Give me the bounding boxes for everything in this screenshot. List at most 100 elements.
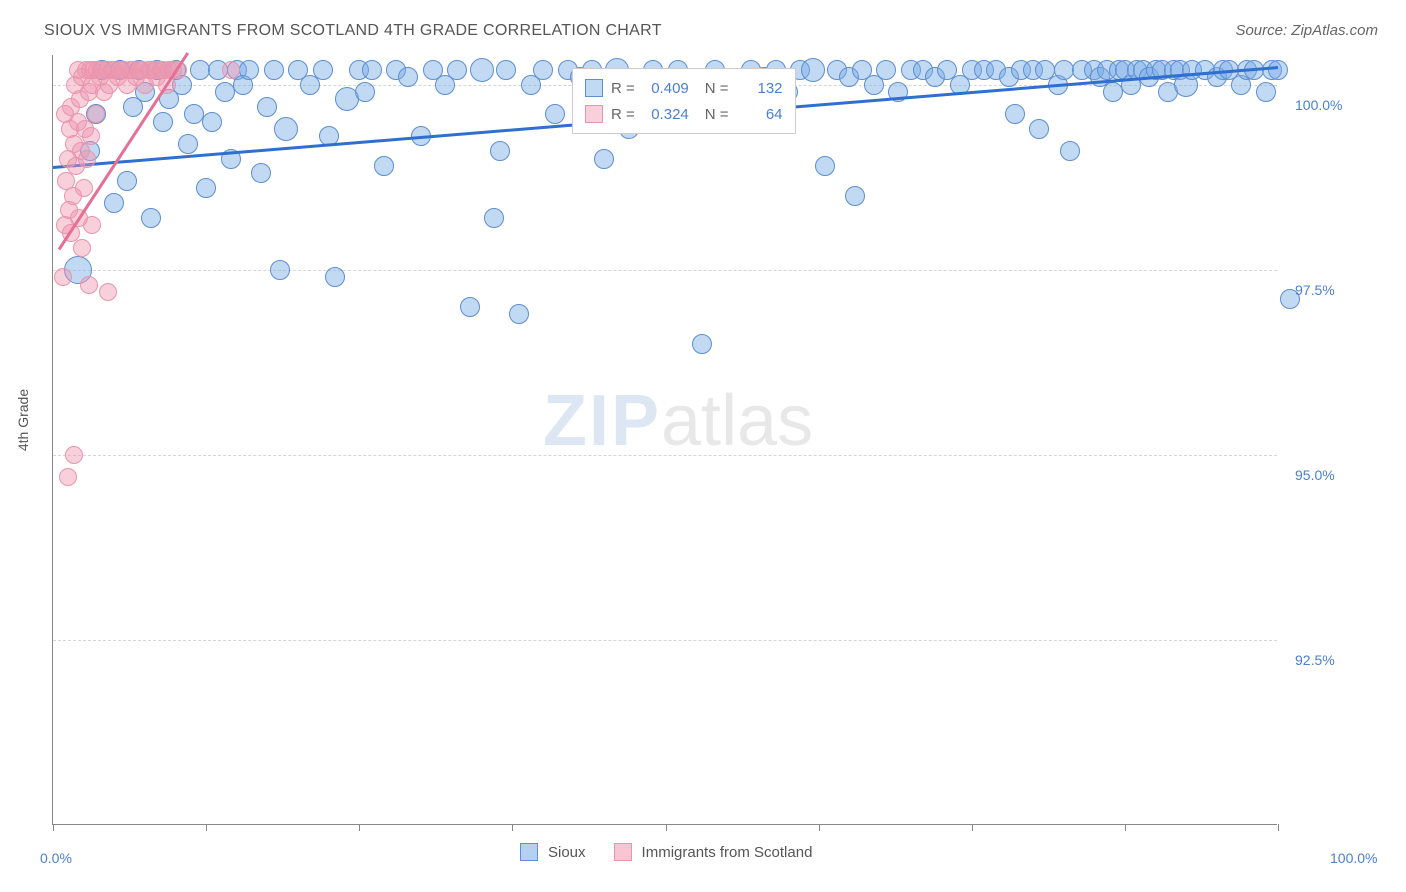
source-label: Source: ZipAtlas.com (1235, 22, 1378, 39)
point-sioux (1103, 82, 1123, 102)
point-sioux (141, 208, 161, 228)
point-sioux (239, 60, 259, 80)
legend-label: Immigrants from Scotland (642, 844, 813, 861)
legend-label: Sioux (548, 844, 586, 861)
point-sioux (1029, 119, 1049, 139)
x-tick-mark (972, 824, 973, 831)
point-sioux (355, 82, 375, 102)
x-tick-mark (666, 824, 667, 831)
stats-box: R = 0.409 N = 132 R = 0.324 N = 64 (572, 68, 796, 134)
point-sioux (215, 82, 235, 102)
legend-swatch (614, 843, 632, 861)
stats-row: R = 0.409 N = 132 (585, 75, 783, 101)
stats-swatch (585, 79, 603, 97)
point-sioux (313, 60, 333, 80)
point-sioux (1268, 60, 1288, 80)
point-sioux (594, 149, 614, 169)
x-tick-mark (53, 824, 54, 831)
point-scotland (54, 268, 72, 286)
point-scotland (87, 105, 105, 123)
point-sioux (153, 112, 173, 132)
point-sioux (801, 58, 825, 82)
point-sioux (470, 58, 494, 82)
point-sioux (509, 304, 529, 324)
x-axis-min-label: 0.0% (40, 850, 72, 866)
point-scotland (56, 105, 74, 123)
point-scotland (80, 276, 98, 294)
stats-n-value: 132 (737, 80, 783, 97)
point-scotland (99, 283, 117, 301)
point-sioux (374, 156, 394, 176)
point-sioux (257, 97, 277, 117)
point-scotland (75, 179, 93, 197)
point-scotland (83, 216, 101, 234)
stats-swatch (585, 105, 603, 123)
x-axis-max-label: 100.0% (1330, 850, 1377, 866)
watermark-zip: ZIP (543, 381, 661, 461)
point-sioux (362, 60, 382, 80)
point-sioux (1256, 82, 1276, 102)
point-scotland (59, 468, 77, 486)
stats-row: R = 0.324 N = 64 (585, 101, 783, 127)
point-sioux (484, 208, 504, 228)
point-sioux (270, 260, 290, 280)
point-sioux (815, 156, 835, 176)
point-sioux (117, 171, 137, 191)
legend-swatch (520, 843, 538, 861)
point-sioux (845, 186, 865, 206)
point-sioux (1005, 104, 1025, 124)
point-sioux (496, 60, 516, 80)
point-scotland (78, 150, 96, 168)
watermark: ZIPatlas (543, 380, 813, 462)
point-sioux (325, 267, 345, 287)
y-tick-label: 92.5% (1295, 652, 1335, 668)
stats-n-label: N = (705, 80, 729, 97)
point-sioux (533, 60, 553, 80)
point-sioux (104, 193, 124, 213)
watermark-atlas: atlas (661, 381, 813, 461)
point-sioux (184, 104, 204, 124)
y-tick-label: 100.0% (1295, 97, 1342, 113)
point-scotland (82, 127, 100, 145)
x-tick-mark (1125, 824, 1126, 831)
stats-r-label: R = (611, 80, 635, 97)
point-sioux (196, 178, 216, 198)
stats-n-value: 64 (737, 106, 783, 123)
point-scotland (222, 61, 240, 79)
point-sioux (490, 141, 510, 161)
x-tick-mark (359, 824, 360, 831)
point-scotland (65, 446, 83, 464)
y-tick-label: 95.0% (1295, 467, 1335, 483)
x-tick-mark (512, 824, 513, 831)
point-sioux (876, 60, 896, 80)
gridline-h (53, 270, 1277, 271)
point-sioux (1060, 141, 1080, 161)
x-tick-mark (1278, 824, 1279, 831)
stats-n-label: N = (705, 106, 729, 123)
point-sioux (1054, 60, 1074, 80)
point-sioux (264, 60, 284, 80)
stats-r-label: R = (611, 106, 635, 123)
point-sioux (202, 112, 222, 132)
legend: Sioux Immigrants from Scotland (520, 843, 830, 861)
x-tick-mark (206, 824, 207, 831)
gridline-h (53, 640, 1277, 641)
plot-area: ZIPatlas (52, 55, 1277, 825)
x-tick-mark (819, 824, 820, 831)
point-sioux (447, 60, 467, 80)
stats-r-value: 0.324 (643, 106, 689, 123)
point-sioux (545, 104, 565, 124)
stats-r-value: 0.409 (643, 80, 689, 97)
chart-title: SIOUX VS IMMIGRANTS FROM SCOTLAND 4TH GR… (44, 22, 662, 40)
y-axis-label: 4th Grade (15, 389, 31, 451)
point-sioux (398, 67, 418, 87)
y-tick-label: 97.5% (1295, 282, 1335, 298)
point-sioux (190, 60, 210, 80)
point-sioux (178, 134, 198, 154)
point-sioux (251, 163, 271, 183)
gridline-h (53, 455, 1277, 456)
point-sioux (274, 117, 298, 141)
point-sioux (460, 297, 480, 317)
point-scotland (73, 239, 91, 257)
point-sioux (692, 334, 712, 354)
